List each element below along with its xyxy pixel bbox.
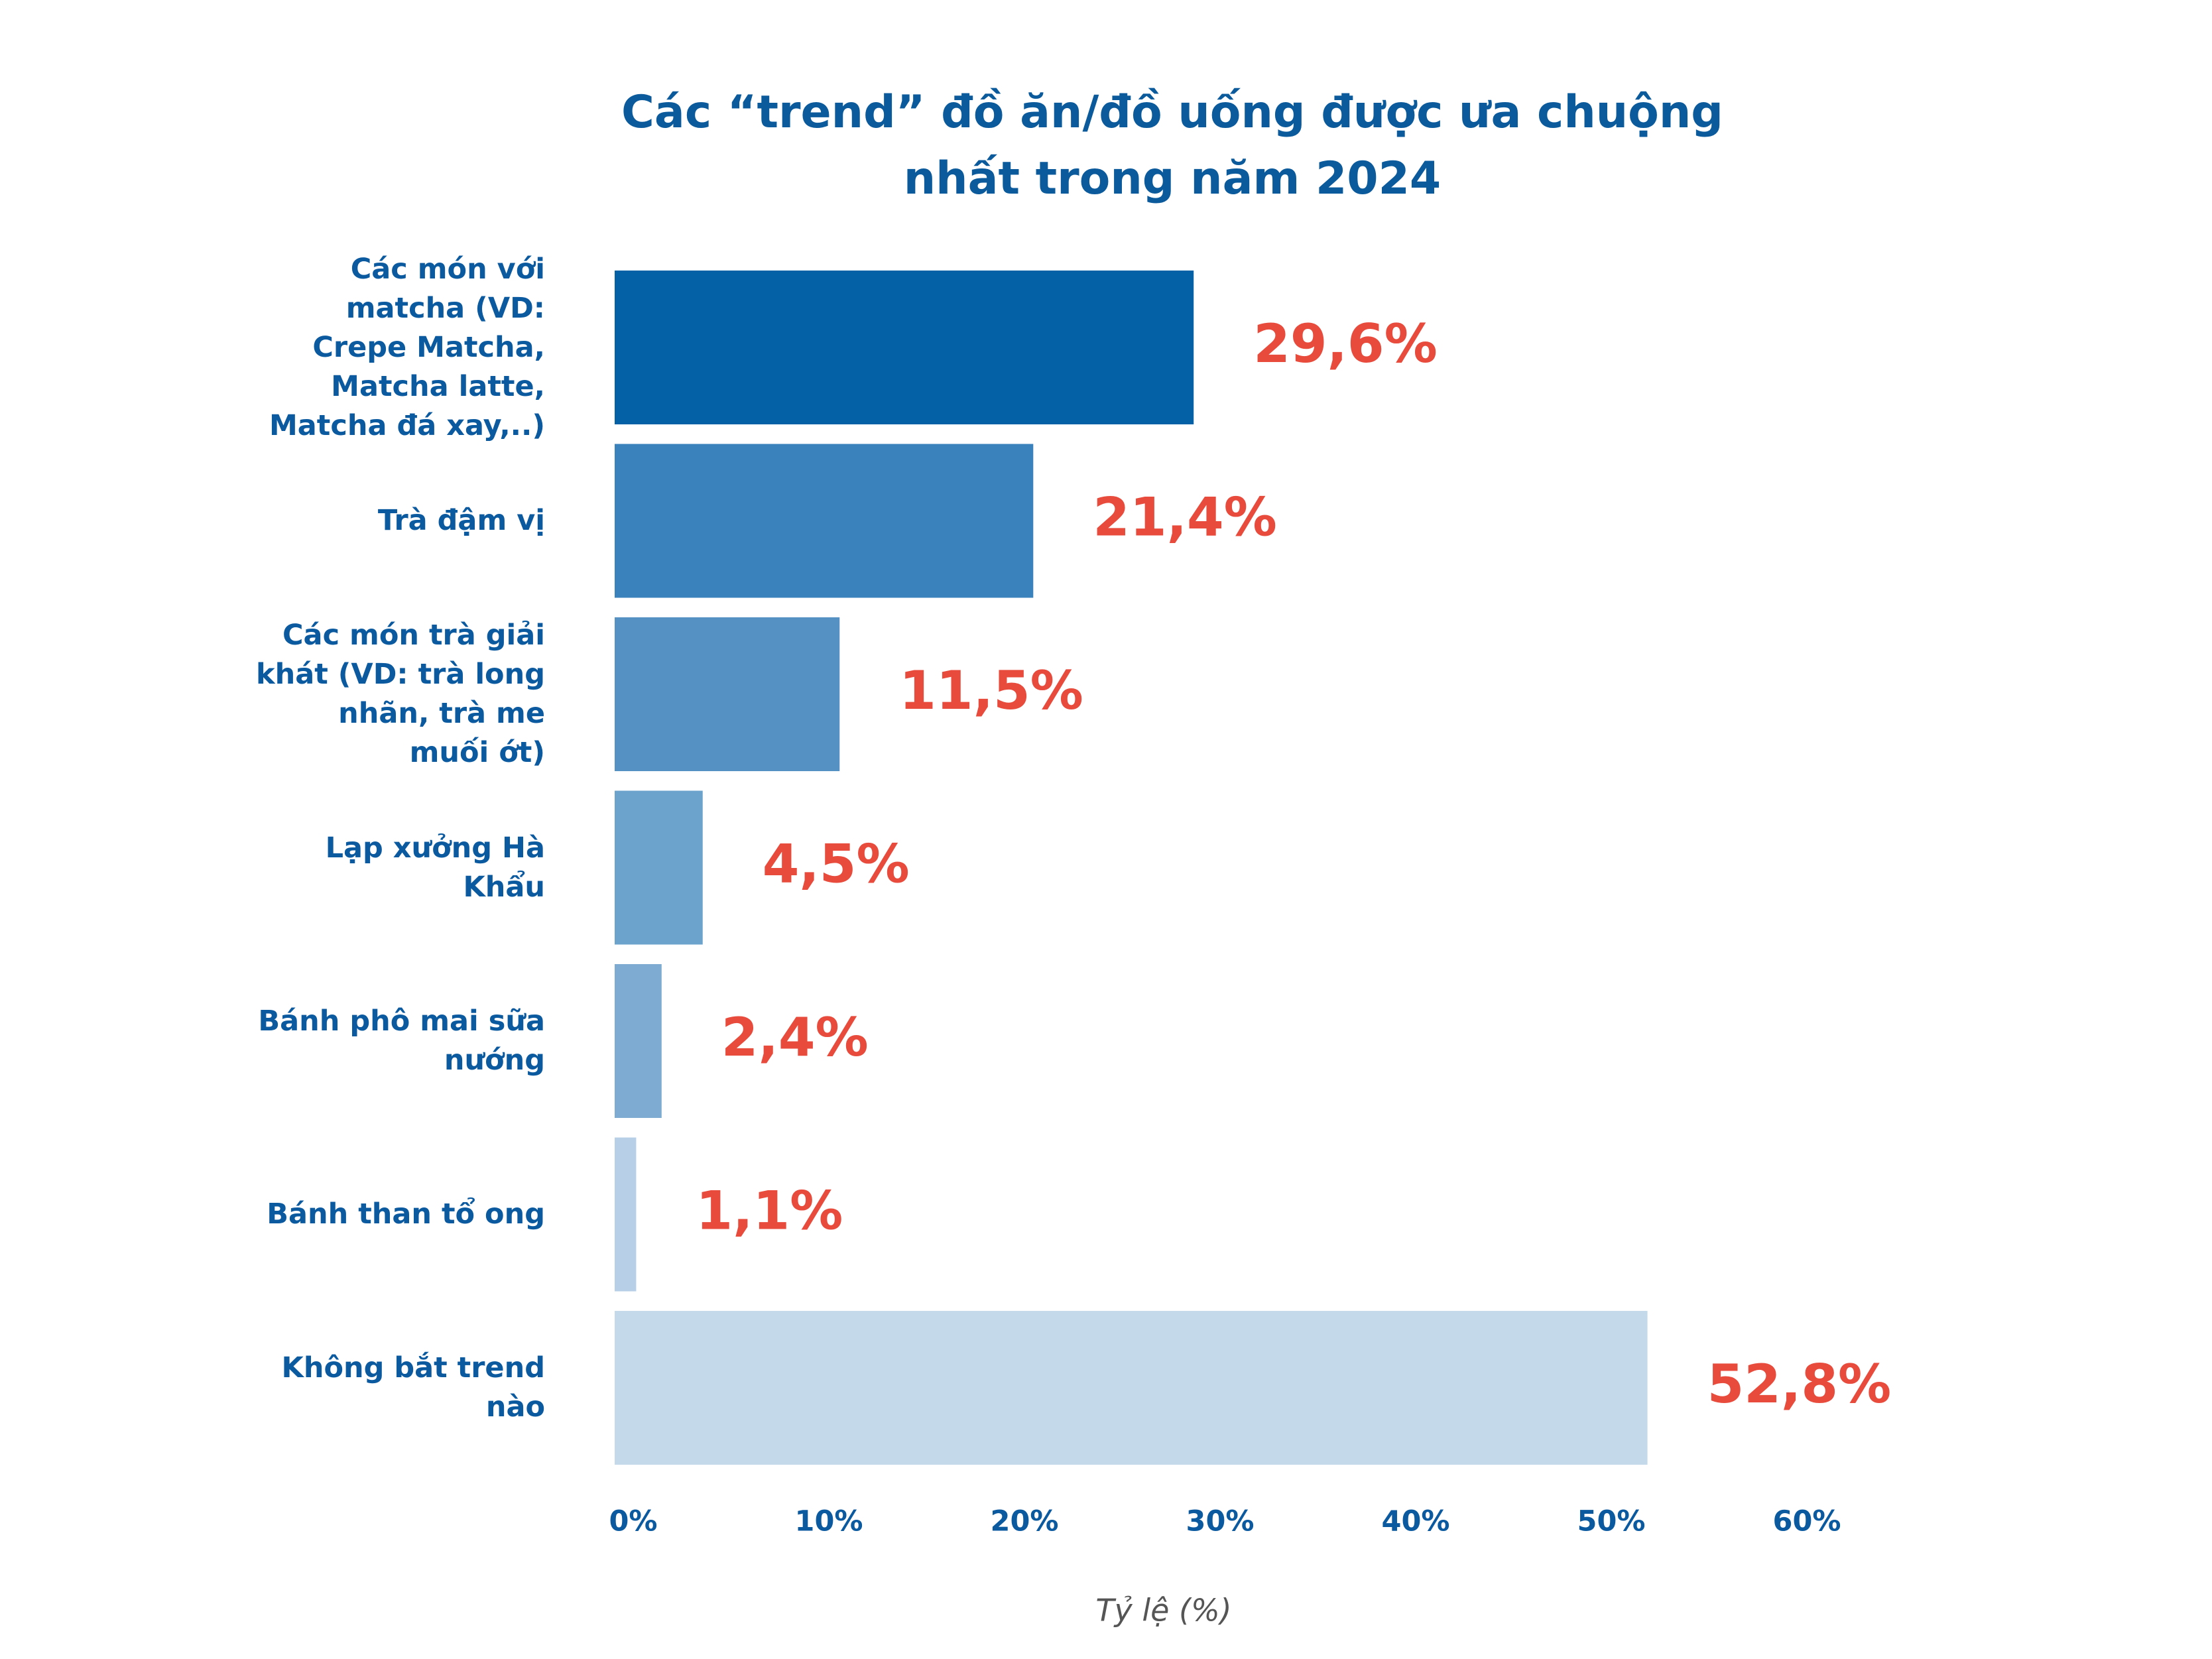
bar <box>615 271 1194 424</box>
x-tick-label: 50% <box>1577 1505 1646 1538</box>
bar <box>615 617 840 771</box>
category-label: Các món với matcha (VD: Crepe Matcha, Ma… <box>269 252 545 442</box>
bar <box>615 444 1034 598</box>
bar <box>615 964 662 1118</box>
category-label: Lạp xưởng Hà Khẩu <box>325 831 545 904</box>
x-tick-label: 0% <box>609 1505 657 1538</box>
x-axis-title: Tỷ lệ (%) <box>1095 1593 1231 1628</box>
value-label: 11,5% <box>899 660 1083 721</box>
value-label: 2,4% <box>721 1007 869 1068</box>
category-label: Không bắt trend nào <box>281 1351 545 1424</box>
bar <box>615 790 703 945</box>
bar <box>615 1137 637 1292</box>
value-label: 4,5% <box>763 833 910 894</box>
bar <box>615 1311 1648 1465</box>
category-label: Các món trà giải khát (VD: trà long nhãn… <box>256 619 545 769</box>
x-tick-label: 20% <box>991 1505 1059 1538</box>
x-tick-label: 40% <box>1382 1505 1450 1538</box>
category-label: Bánh phô mai sữa nướng <box>258 1005 545 1077</box>
value-label: 1,1% <box>696 1180 843 1241</box>
category-label: Bánh than tổ ong <box>267 1198 545 1231</box>
x-tick-label: 10% <box>795 1505 863 1538</box>
x-tick-label: 30% <box>1186 1505 1255 1538</box>
chart-title: Các “trend” đồ ăn/đồ uống được ưa chuộng… <box>621 86 1723 205</box>
value-label: 21,4% <box>1093 486 1277 548</box>
value-label: 52,8% <box>1707 1353 1892 1415</box>
value-label: 29,6% <box>1253 313 1438 375</box>
category-label: Trà đậm vị <box>377 504 545 537</box>
x-tick-label: 60% <box>1773 1505 1841 1538</box>
